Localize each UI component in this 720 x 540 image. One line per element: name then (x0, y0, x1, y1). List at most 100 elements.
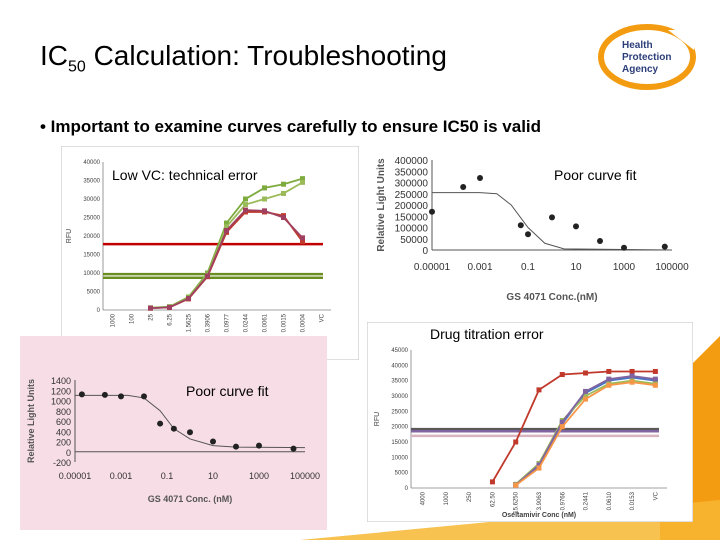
chart-frame (367, 322, 693, 522)
x-tick-label: 0.00001 (414, 262, 451, 273)
data-point (559, 424, 565, 430)
y-tick-label: 40000 (391, 363, 408, 369)
data-point (118, 393, 124, 400)
chart-frame (61, 146, 359, 360)
data-point (536, 462, 542, 468)
x-tick-label: 100000 (655, 262, 689, 273)
data-point (559, 372, 565, 378)
note-poor-fit-bottom: Poor curve fit (186, 383, 269, 399)
data-point (243, 202, 248, 208)
data-point (300, 235, 305, 241)
x-tick-label: 1000 (111, 313, 117, 327)
data-point (629, 368, 635, 374)
y-tick-label: 0 (66, 448, 71, 458)
data-point (513, 439, 519, 445)
x-tick-label: 0.0004 (301, 313, 307, 332)
data-point (536, 465, 542, 471)
y-tick-label: 25000 (391, 409, 408, 415)
x-axis-label: GS 4071 Conc. (nM) (148, 494, 233, 504)
x-tick-label: 10 (208, 471, 218, 481)
x-tick-label: 62.50 (490, 491, 496, 507)
data-point (549, 214, 555, 221)
data-point (583, 370, 589, 376)
x-tick-label: 0.0244 (244, 313, 250, 332)
data-point (460, 184, 467, 190)
x-tick-label: 1000 (613, 262, 636, 273)
y-axis-label: Relative Light Units (376, 158, 387, 252)
data-point (652, 376, 658, 382)
data-point (517, 222, 524, 229)
chart-low-vc: 0 5000 10000 15000 20000 25000 30000 35000 40000… (61, 146, 359, 360)
y-tick-label: 250000 (395, 190, 429, 201)
data-point (281, 190, 286, 196)
x-tick-label: 0.2441 (584, 491, 590, 510)
y-tick-label: 5000 (87, 290, 101, 296)
y-tick-label: 200 (56, 438, 71, 448)
x-tick-label: 0.3906 (206, 313, 212, 332)
logo-line-3: Agency (622, 64, 659, 75)
data-point (167, 304, 172, 310)
data-point (170, 425, 177, 432)
x-tick-label: 0.00001 (59, 471, 92, 481)
x-tick-label: 0.1 (521, 262, 535, 273)
data-point (281, 181, 286, 187)
data-point (256, 442, 262, 449)
data-point (583, 396, 589, 402)
data-point (281, 215, 286, 220)
data-point (652, 382, 658, 388)
x-tick-label: 250 (467, 491, 473, 502)
x-tick-label: 10 (570, 262, 582, 273)
y-tick-label: 25000 (83, 216, 100, 222)
data-point (157, 420, 164, 427)
y-tick-label: 35000 (391, 379, 408, 385)
y-tick-label: 15000 (83, 253, 100, 259)
data-point (187, 429, 193, 436)
y-tick-label: 10000 (83, 271, 100, 277)
x-tick-label: 1.5625 (187, 313, 193, 332)
data-point (233, 443, 239, 450)
y-tick-label: 1000 (51, 397, 71, 407)
y-tick-label: 20000 (391, 425, 408, 431)
y-tick-label: 15000 (391, 440, 408, 446)
x-tick-label: 3.9063 (537, 491, 543, 510)
y-tick-label: 45000 (391, 348, 408, 354)
data-point (583, 393, 589, 399)
note-poor-fit-top: Poor curve fit (554, 167, 637, 183)
x-tick-label: 0.0061 (263, 313, 269, 332)
data-point (186, 296, 191, 302)
y-tick-label: 200000 (395, 201, 429, 212)
data-point (477, 175, 483, 181)
logo-line-2: Protection (622, 52, 671, 63)
y-tick-label: 40000 (83, 160, 100, 166)
data-point (300, 239, 305, 245)
y-tick-label: -200 (53, 458, 71, 468)
y-tick-label: 20000 (83, 234, 100, 240)
data-point (661, 243, 668, 250)
data-point (243, 196, 248, 202)
data-point (597, 238, 603, 244)
x-tick-label: VC (320, 313, 326, 322)
data-point (101, 391, 108, 398)
data-point (78, 391, 85, 398)
data-point (224, 224, 229, 230)
data-point (489, 479, 495, 485)
x-tick-label: 100000 (290, 471, 320, 481)
y-tick-label: 600 (56, 417, 71, 427)
data-point (141, 393, 147, 400)
data-point (629, 379, 635, 385)
data-point (583, 388, 589, 394)
data-point (300, 176, 305, 182)
x-tick-label: VC (653, 491, 659, 500)
logo-line-1: Health (622, 40, 653, 51)
data-point (573, 223, 579, 230)
y-tick-label: 1200 (51, 386, 71, 396)
y-tick-label: 30000 (391, 394, 408, 400)
y-axis-label: RFU (374, 412, 381, 426)
x-tick-label: 6.25 (168, 313, 174, 325)
data-point (224, 227, 229, 233)
slide-title: IC50 Calculation: Troubleshooting (40, 40, 447, 76)
data-point (290, 445, 297, 452)
y-tick-label: 0 (97, 308, 101, 314)
data-point (148, 305, 153, 311)
y-tick-label: 30000 (83, 197, 100, 203)
